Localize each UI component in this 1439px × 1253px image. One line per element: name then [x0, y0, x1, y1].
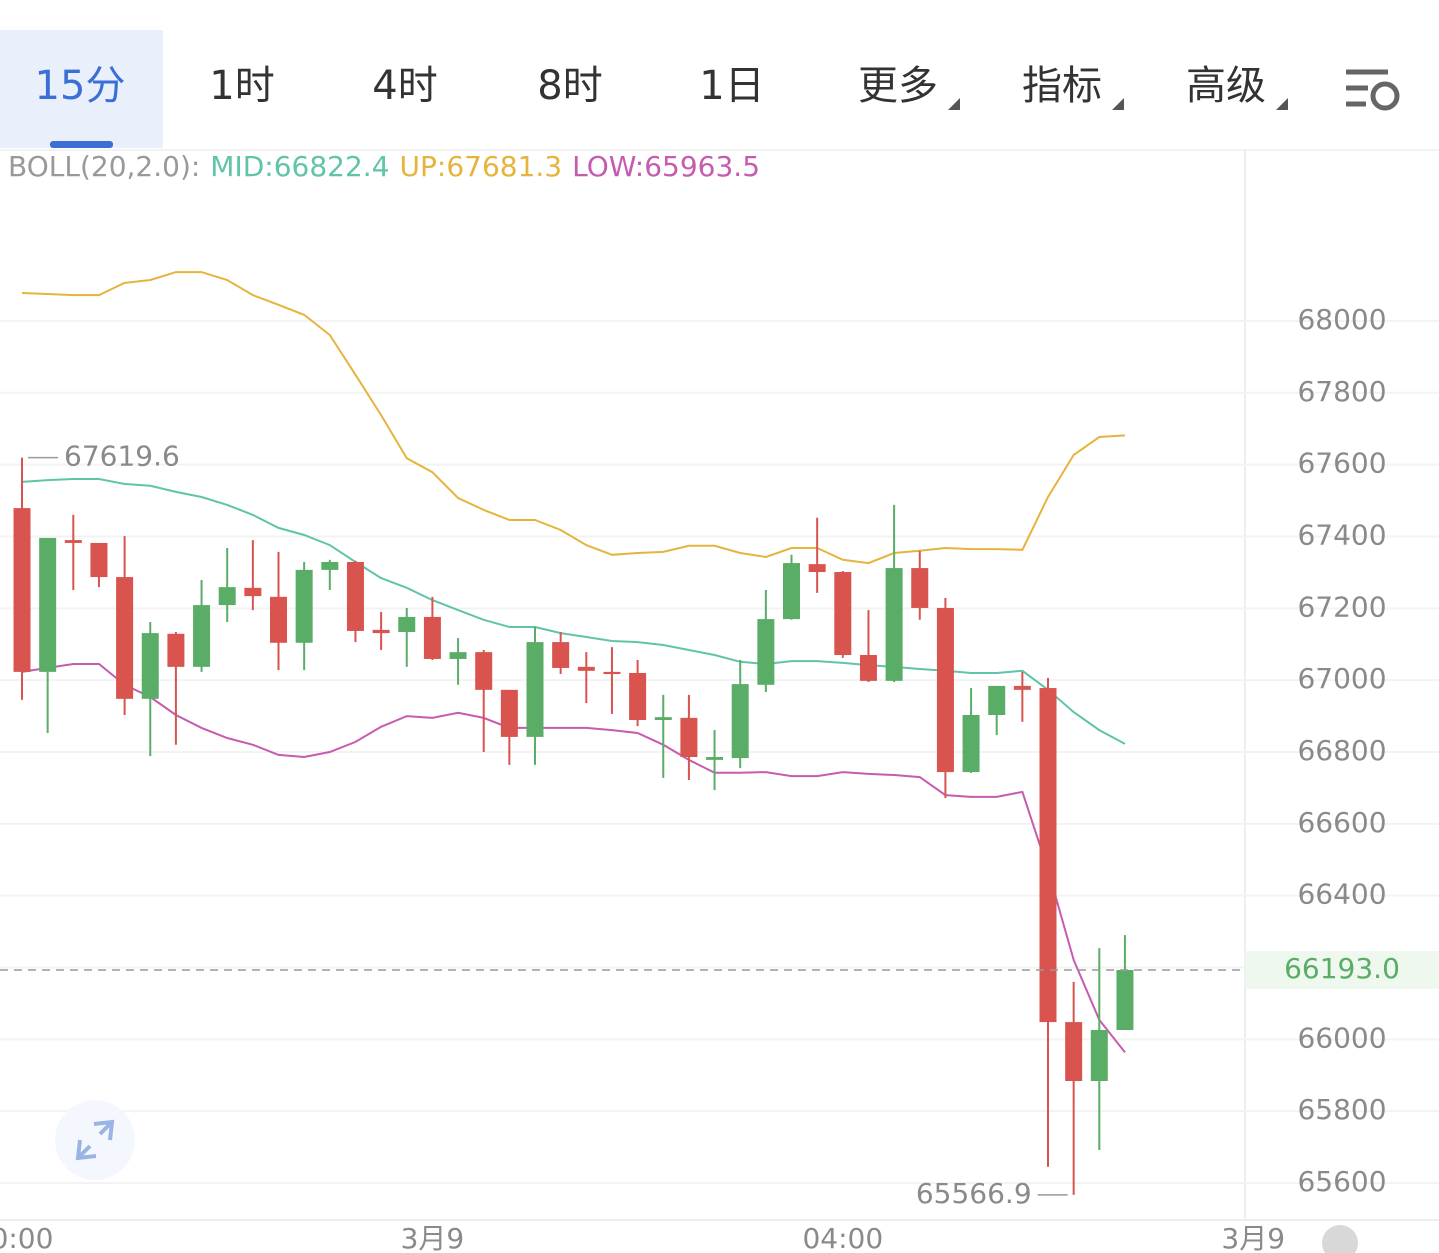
min-label: 65566.9	[916, 1177, 1032, 1210]
candle-body	[526, 642, 544, 737]
y-tick-label: 67000	[1297, 662, 1386, 695]
y-tick-label: 66600	[1297, 806, 1386, 839]
candle-body	[706, 757, 724, 760]
max-label: 67619.6	[64, 440, 180, 473]
boll-line	[21, 478, 1126, 745]
y-tick-label: 68000	[1297, 303, 1386, 336]
candle-body	[116, 577, 134, 699]
candle-body	[680, 717, 698, 758]
candle-body	[372, 629, 390, 634]
expand-bg	[55, 1100, 135, 1180]
tab[interactable]: 1时	[209, 63, 274, 109]
candle-body	[859, 655, 877, 681]
candle-body	[834, 572, 852, 656]
candle-body	[654, 717, 672, 721]
candle-body	[39, 537, 57, 672]
boll-line	[21, 663, 1126, 1054]
candle-body	[731, 684, 749, 759]
candle-body	[193, 605, 211, 667]
tab[interactable]: 高级	[1186, 63, 1266, 109]
boll-line	[21, 271, 1126, 565]
x-tick-label: 3月9	[401, 1222, 465, 1253]
candle-body	[936, 607, 954, 773]
y-tick-label: 65600	[1297, 1165, 1386, 1198]
candle-body	[757, 619, 775, 685]
active-tab-bg	[0, 30, 163, 148]
candle-body	[13, 508, 31, 672]
y-tick-label: 66400	[1297, 878, 1386, 911]
plot: 6560065800660006620066400666006680067000…	[0, 271, 1439, 1253]
candle-body	[270, 596, 288, 643]
candle-body	[1090, 1029, 1108, 1081]
y-tick-label: 66000	[1297, 1021, 1386, 1054]
candle-body	[321, 561, 339, 570]
candle-body	[577, 666, 595, 671]
candle-body	[398, 616, 416, 633]
icon-gear	[1370, 81, 1400, 111]
y-tick-label: 67800	[1297, 375, 1386, 408]
candle-body	[962, 714, 980, 773]
candle-body	[449, 652, 467, 659]
y-tick-label: 66800	[1297, 734, 1386, 767]
candle-body	[218, 587, 236, 606]
tab[interactable]: 4时	[372, 63, 437, 109]
x-tick-label: 0:00	[0, 1222, 53, 1253]
candle-body	[64, 540, 82, 543]
candle-body	[911, 568, 929, 608]
legend-entry: LOW:65963.5	[572, 150, 760, 183]
candle-body	[552, 642, 570, 668]
candle-body	[167, 633, 185, 667]
candle-body	[1013, 685, 1031, 690]
candle-body	[423, 616, 441, 659]
y-tick-label: 67400	[1297, 518, 1386, 551]
candle-body	[603, 671, 621, 675]
candle-body	[141, 633, 159, 699]
last-price-label: 66193.0	[1284, 952, 1400, 985]
active-tab-indicator	[50, 141, 113, 148]
x-tick-label: 3月9	[1221, 1222, 1285, 1253]
candle-body	[295, 569, 313, 643]
legend-entry: UP:67681.3	[400, 150, 563, 183]
candle-body	[1116, 970, 1134, 1030]
candle-body	[629, 672, 647, 721]
expand-button[interactable]	[55, 1100, 135, 1180]
y-tick-label: 67600	[1297, 447, 1386, 480]
candle-body	[500, 689, 518, 737]
candle-body	[988, 685, 1006, 715]
legend-entry: MID:66822.4	[210, 150, 389, 183]
logo-badge	[1322, 1225, 1358, 1253]
candle-body	[783, 563, 801, 620]
tab[interactable]: 15分	[35, 63, 126, 109]
tab[interactable]: 指标	[1022, 63, 1102, 109]
expand-arrows	[75, 1119, 115, 1161]
indicator-label: BOLL(20,2.0):	[8, 150, 200, 183]
candle-body	[1065, 1022, 1083, 1081]
tab[interactable]: 更多	[858, 63, 938, 109]
settings-icon[interactable]	[1346, 69, 1400, 111]
tab[interactable]: 8时	[537, 63, 602, 109]
y-tick-label: 65800	[1297, 1093, 1386, 1126]
candle-body	[90, 542, 108, 578]
candle-body	[885, 568, 903, 681]
candle-body	[244, 587, 262, 597]
candle-body	[475, 652, 493, 690]
candle-body	[1039, 688, 1057, 1023]
tab[interactable]: 1日	[699, 63, 764, 109]
dropdown-arrows	[948, 98, 1288, 110]
candle-body	[808, 564, 826, 573]
y-tick-label: 67200	[1297, 590, 1386, 623]
last-price-box	[1245, 951, 1439, 990]
x-tick-label: 04:00	[802, 1222, 883, 1253]
indicator-legend: BOLL(20,2.0): MID:66822.4 UP:67681.3 LOW:65…	[8, 150, 760, 183]
candle-body	[346, 561, 364, 631]
